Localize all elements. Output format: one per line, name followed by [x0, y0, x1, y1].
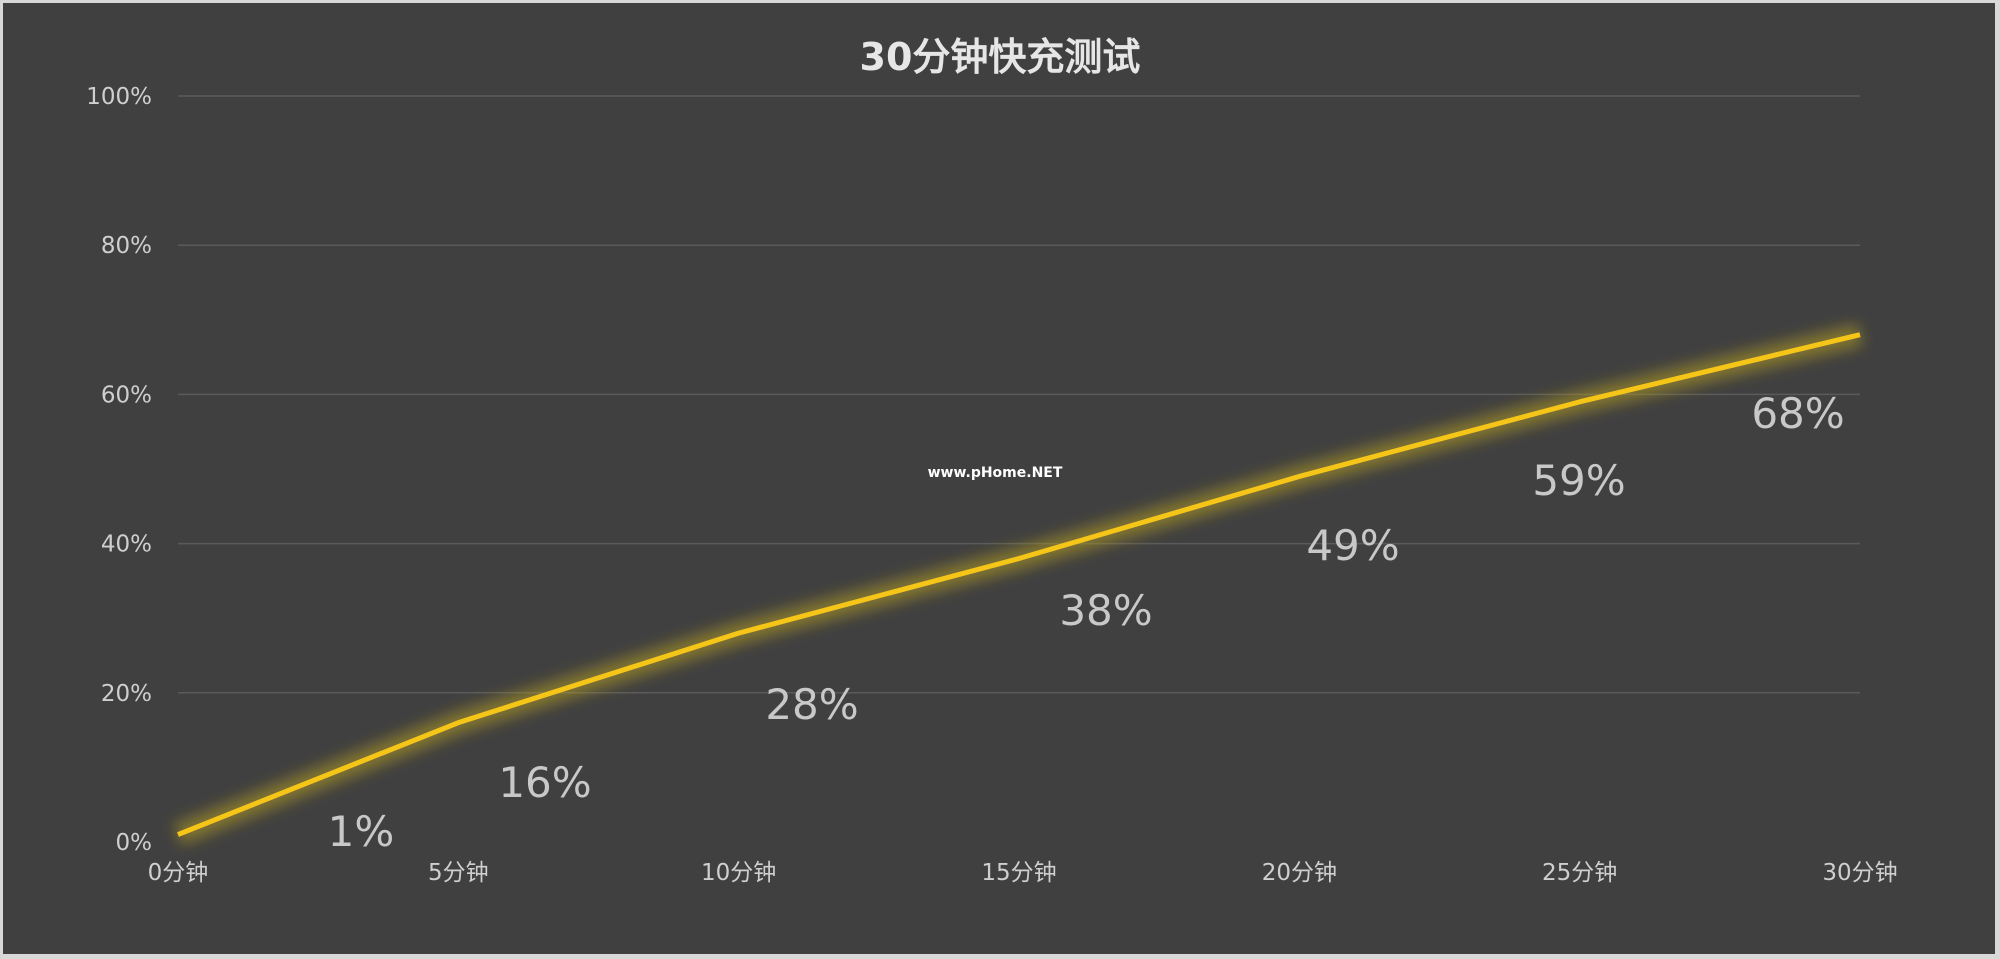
data-label: 59%: [1532, 456, 1625, 505]
data-label: 28%: [765, 680, 858, 729]
y-tick-label: 20%: [101, 681, 152, 707]
y-tick-label: 0%: [116, 830, 153, 856]
data-label: 1%: [328, 807, 395, 856]
y-tick-label: 80%: [101, 233, 152, 259]
data-label: 16%: [498, 758, 591, 807]
data-label: 68%: [1751, 389, 1844, 438]
y-tick-label: 60%: [101, 382, 152, 408]
x-tick-label: 30分钟: [1822, 860, 1897, 886]
series-line: [177, 332, 1861, 837]
x-tick-label: 5分钟: [428, 860, 489, 886]
x-tick-label: 25分钟: [1542, 860, 1617, 886]
data-label: 38%: [1059, 586, 1152, 635]
x-tick-label: 0分钟: [148, 860, 209, 886]
x-tick-label: 10分钟: [701, 860, 776, 886]
x-tick-label: 15分钟: [981, 860, 1056, 886]
data-label: 49%: [1306, 521, 1399, 570]
series-glow: [173, 324, 1863, 845]
x-tick-label: 20分钟: [1262, 860, 1337, 886]
watermark: www.pHome.NET: [928, 465, 1063, 481]
chart-area: [3, 3, 1995, 954]
y-tick-label: 40%: [101, 532, 152, 558]
chart-title: 30分钟快充测试: [860, 35, 1141, 79]
y-tick-label: 100%: [86, 84, 152, 110]
